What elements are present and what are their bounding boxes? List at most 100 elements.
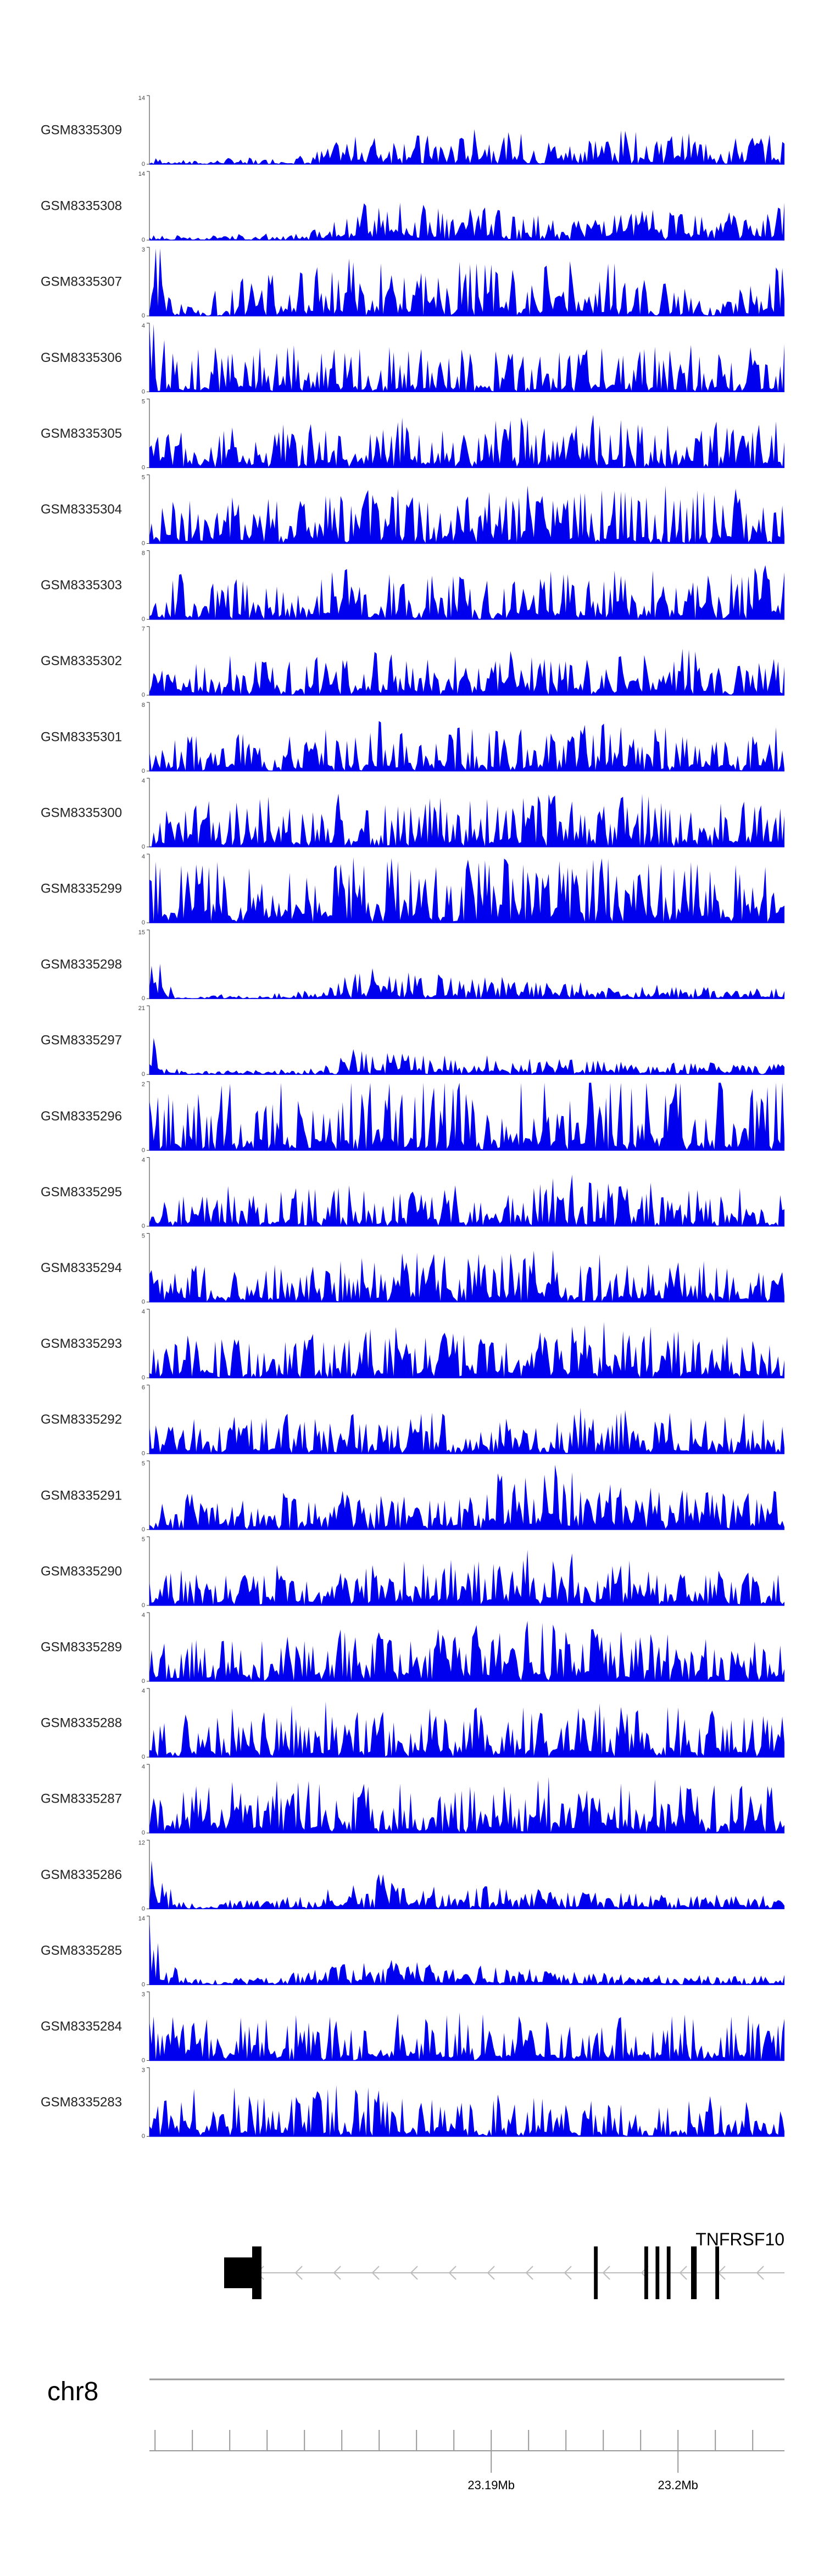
track-GSM8335290: GSM8335290 5 0 xyxy=(41,1536,784,1609)
y-tick-max-label: 4 xyxy=(142,1764,145,1770)
axis-tick-label: 23.19Mb xyxy=(467,2478,515,2492)
y-tick-zero-label: 0 xyxy=(142,2133,145,2140)
coding-exon xyxy=(655,2246,660,2299)
coverage-area xyxy=(149,486,784,544)
strand-arrow xyxy=(333,2266,341,2280)
y-tick-zero-label: 0 xyxy=(142,1147,145,1153)
y-tick-zero-label: 0 xyxy=(142,768,145,774)
track-label: GSM8335294 xyxy=(41,1261,122,1275)
track-GSM8335291: GSM8335291 5 0 xyxy=(41,1460,784,1533)
coverage-area xyxy=(149,248,784,316)
y-tick-max-label: 5 xyxy=(142,1460,145,1467)
coverage-area xyxy=(149,2085,784,2137)
coverage-area xyxy=(149,203,784,241)
track-GSM8335284: GSM8335284 3 0 xyxy=(41,1992,784,2064)
strand-arrow xyxy=(294,2266,303,2280)
track-label: GSM8335287 xyxy=(41,1792,122,1806)
strand-arrow xyxy=(679,2266,687,2280)
y-tick-zero-label: 0 xyxy=(142,844,145,850)
coverage-area xyxy=(149,1038,784,1075)
track-label: GSM8335296 xyxy=(41,1109,122,1124)
y-tick-zero-label: 0 xyxy=(142,1071,145,1078)
strand-arrow xyxy=(410,2266,418,2280)
track-GSM8335288: GSM8335288 4 0 xyxy=(41,1688,784,1760)
coding-exon xyxy=(715,2246,719,2299)
y-tick-max-label: 4 xyxy=(142,322,145,329)
track-label: GSM8335302 xyxy=(41,654,122,668)
coverage-area xyxy=(149,649,784,695)
strand-arrow xyxy=(448,2266,456,2280)
coding-exon xyxy=(644,2246,648,2299)
y-tick-zero-label: 0 xyxy=(142,1526,145,1533)
y-tick-max-label: 21 xyxy=(138,1005,145,1012)
track-label: GSM8335286 xyxy=(41,1867,122,1882)
coverage-area xyxy=(149,2012,784,2061)
track-GSM8335298: GSM8335298 15 0 xyxy=(41,929,784,1002)
track-label: GSM8335297 xyxy=(41,1033,122,1048)
coverage-area xyxy=(149,565,784,620)
coding-exon xyxy=(666,2246,671,2299)
y-tick-max-label: 12 xyxy=(138,1839,145,1846)
y-tick-max-label: 5 xyxy=(142,1233,145,1240)
y-tick-zero-label: 0 xyxy=(142,2058,145,2064)
y-tick-max-label: 8 xyxy=(142,702,145,709)
axis-tick-label: 23.2Mb xyxy=(658,2478,698,2492)
coverage-area xyxy=(149,1083,784,1151)
track-GSM8335297: GSM8335297 21 0 xyxy=(41,1005,784,1078)
y-tick-zero-label: 0 xyxy=(142,1678,145,1685)
strand-arrow xyxy=(756,2266,764,2280)
track-GSM8335301: GSM8335301 8 0 xyxy=(41,702,784,774)
y-tick-zero-label: 0 xyxy=(142,692,145,699)
coverage-area xyxy=(149,721,784,771)
y-tick-zero-label: 0 xyxy=(142,237,145,243)
track-GSM8335295: GSM8335295 4 0 xyxy=(41,1157,784,1229)
coverage-area xyxy=(149,1250,784,1302)
track-label: GSM8335299 xyxy=(41,882,122,896)
track-GSM8335286: GSM8335286 12 0 xyxy=(41,1839,784,1912)
y-tick-zero-label: 0 xyxy=(142,1905,145,1912)
track-label: GSM8335306 xyxy=(41,350,122,365)
track-label: GSM8335284 xyxy=(41,2019,122,2034)
track-GSM8335289: GSM8335289 4 0 xyxy=(41,1612,784,1685)
coverage-area xyxy=(149,324,784,392)
track-label: GSM8335298 xyxy=(41,957,122,972)
track-GSM8335300: GSM8335300 4 0 xyxy=(41,778,784,850)
coverage-area xyxy=(149,1776,784,1833)
track-label: GSM8335307 xyxy=(41,275,122,289)
y-tick-zero-label: 0 xyxy=(142,1375,145,1381)
coverage-area xyxy=(149,857,784,923)
y-tick-zero-label: 0 xyxy=(142,1754,145,1760)
track-GSM8335299: GSM8335299 4 0 xyxy=(41,854,784,926)
y-tick-max-label: 14 xyxy=(138,171,145,177)
y-tick-max-label: 5 xyxy=(142,475,145,481)
strand-arrow xyxy=(487,2266,495,2280)
coverage-area xyxy=(149,129,784,164)
coverage-area xyxy=(149,793,784,847)
track-GSM8335305: GSM8335305 5 0 xyxy=(41,398,784,471)
track-label: GSM8335288 xyxy=(41,1716,122,1731)
track-label: GSM8335301 xyxy=(41,729,122,744)
coverage-tracks: GSM8335309140GSM8335308140GSM833530730GS… xyxy=(41,95,784,2140)
track-GSM8335307: GSM8335307 3 0 xyxy=(41,247,784,319)
y-tick-zero-label: 0 xyxy=(142,1451,145,1457)
track-label: GSM8335309 xyxy=(41,123,122,138)
y-tick-zero-label: 0 xyxy=(142,1981,145,1988)
chromosome-axis: chr8 23.19Mb 23.2Mb xyxy=(47,2377,784,2492)
track-label: GSM8335285 xyxy=(41,1943,122,1958)
y-tick-max-label: 15 xyxy=(138,929,145,936)
y-tick-zero-label: 0 xyxy=(142,388,145,395)
coverage-area xyxy=(149,1322,784,1378)
track-GSM8335306: GSM8335306 4 0 xyxy=(41,322,784,395)
strand-arrow xyxy=(525,2266,533,2280)
track-label: GSM8335305 xyxy=(41,426,122,441)
y-tick-max-label: 4 xyxy=(142,778,145,784)
y-tick-max-label: 4 xyxy=(142,1612,145,1619)
y-tick-max-label: 14 xyxy=(138,95,145,102)
strand-arrow xyxy=(564,2266,572,2280)
coverage-area xyxy=(149,1549,784,1605)
coverage-area xyxy=(149,1702,784,1758)
track-label: GSM8335308 xyxy=(41,199,122,214)
track-label: GSM8335292 xyxy=(41,1412,122,1427)
